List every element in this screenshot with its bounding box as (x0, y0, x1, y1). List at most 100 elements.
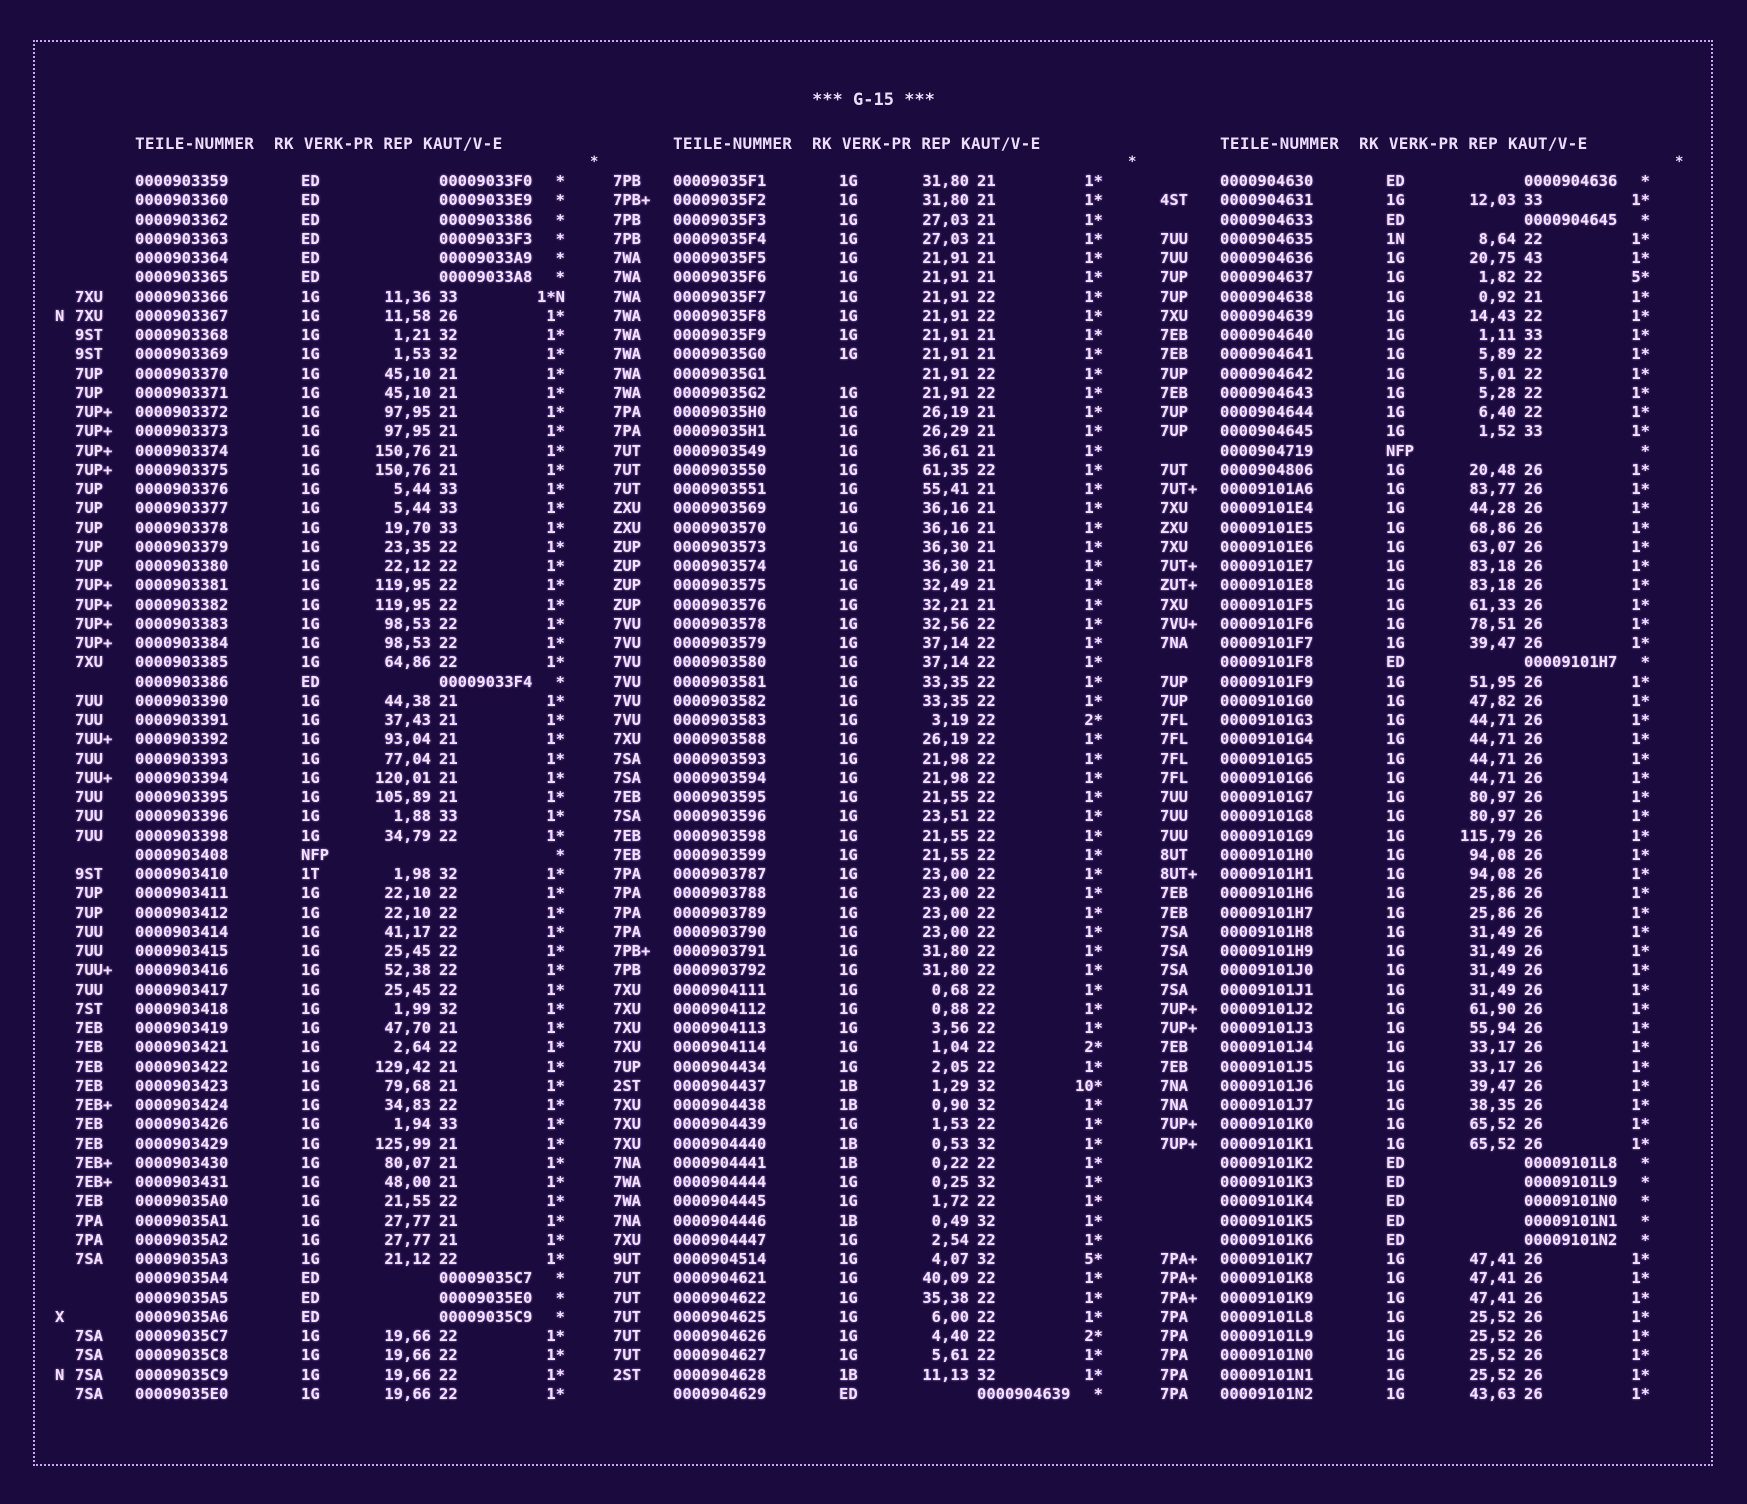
rk-code: 1G (1386, 287, 1405, 306)
rk-code: 1G (301, 1057, 320, 1076)
group-code: 7EB (75, 1134, 103, 1153)
rep-code: 22 (977, 614, 996, 633)
sale-price: 63,07 (1469, 537, 1516, 556)
sale-price: 120,01 (375, 768, 431, 787)
rep-code: 22 (439, 1365, 458, 1384)
rk-code: 1G (839, 1038, 858, 1057)
rk-code: ED (1386, 653, 1405, 672)
sale-price: 78,51 (1469, 614, 1516, 633)
group-code: 7FL (1160, 768, 1188, 787)
kaut-ve: 1* (1631, 749, 1650, 768)
rep-code: 22 (977, 364, 996, 383)
part-number: 00009035F1 (673, 172, 767, 190)
rk-code: 1G (1386, 1038, 1405, 1057)
kaut-ve: 1* (1084, 653, 1103, 672)
group-code: ZXU (1160, 518, 1188, 537)
part-number: 0000904111 (673, 980, 767, 999)
rk-code: 1G (301, 1192, 320, 1211)
part-number: 0000904639 (1220, 306, 1314, 325)
rep-code: 21 (977, 229, 996, 248)
sale-price: 32,49 (922, 576, 969, 595)
rep-code: 22 (977, 672, 996, 691)
group-code: 7VU (613, 634, 641, 652)
sale-price: 8,64 (1478, 229, 1516, 248)
part-number: 00009101F8 (1220, 653, 1314, 672)
sale-price: 80,97 (1469, 788, 1516, 806)
rep-code: 33 (1524, 326, 1543, 344)
part-number: 00009035F3 (673, 210, 767, 229)
rep-code: 21 (439, 788, 458, 806)
sale-price: 31,80 (922, 191, 969, 210)
kaut-ve: 1* (1631, 1096, 1650, 1114)
rep-code: 0000903386 (439, 210, 533, 229)
rk-code: 1G (1386, 364, 1405, 383)
sale-price: 119,95 (375, 576, 431, 595)
rk-code: 1G (301, 749, 320, 768)
rk-code: 1G (1386, 1096, 1405, 1114)
kaut-ve: * (555, 1288, 565, 1307)
kaut-ve: 1* (1631, 999, 1650, 1018)
rep-code: 00009101H7 (1524, 653, 1618, 672)
rep-code: 26 (1524, 845, 1543, 864)
group-code: 7UT (613, 1269, 641, 1288)
part-number: 0000903579 (673, 634, 767, 652)
rk-code: 1G (839, 229, 858, 248)
rk-code: ED (839, 1384, 858, 1403)
rk-code: 1G (301, 653, 320, 672)
rk-code: 1G (1386, 845, 1405, 864)
kaut-ve: * (1640, 1173, 1650, 1191)
group-code: 7XU (75, 306, 103, 325)
kaut-ve: 1* (546, 595, 565, 614)
rep-code: 26 (1524, 499, 1543, 518)
sale-price: 39,47 (1469, 1076, 1516, 1095)
part-number: 00009035E0 (135, 1384, 229, 1403)
rk-code: 1G (839, 980, 858, 999)
part-number: 0000903371 (135, 383, 229, 402)
sale-price: 5,28 (1478, 383, 1516, 402)
rep-code: 22 (1524, 268, 1543, 287)
part-number: 0000904440 (673, 1134, 767, 1153)
group-code: 7WA (613, 268, 641, 287)
kaut-ve: 1* (1084, 1019, 1103, 1037)
sale-price: 27,77 (384, 1230, 431, 1249)
sale-price: 21,55 (922, 845, 969, 864)
sale-price: 37,14 (922, 653, 969, 672)
rk-code: 1G (839, 614, 858, 633)
sale-price: 44,71 (1469, 730, 1516, 749)
part-number: 00009101L9 (1220, 1327, 1314, 1345)
rk-code: ED (301, 1269, 320, 1288)
part-number: 0000903375 (135, 460, 229, 479)
group-code: 7PB (613, 961, 641, 980)
rk-code: 1G (839, 942, 858, 960)
part-number: 0000904113 (673, 1019, 767, 1037)
rep-code: 33 (439, 1115, 458, 1134)
rep-code: 32 (439, 326, 458, 344)
rep-code: 26 (1524, 999, 1543, 1018)
kaut-ve: 1* (546, 1346, 565, 1365)
rk-code: 1G (301, 788, 320, 806)
group-code: 7PA (1160, 1346, 1188, 1365)
sale-price: 21,91 (922, 383, 969, 402)
rep-code: 22 (977, 287, 996, 306)
rk-code: 1G (839, 249, 858, 267)
kaut-ve: 1* (1631, 576, 1650, 595)
rep-code: 22 (439, 1250, 458, 1268)
group-code: 7UP+ (1160, 1019, 1198, 1037)
rep-code: 0000904645 (1524, 210, 1618, 229)
group-code: 7SA (613, 768, 641, 787)
rep-code: 26 (1524, 480, 1543, 498)
rep-code: 22 (439, 942, 458, 960)
sale-price: 12,03 (1469, 191, 1516, 210)
part-number: 00009101K4 (1220, 1192, 1314, 1211)
rk-code: 1G (301, 1365, 320, 1384)
group-code: 4ST (1160, 191, 1188, 210)
kaut-ve: 1* (1631, 730, 1650, 749)
rep-code: 22 (977, 1269, 996, 1288)
sale-price: 19,66 (384, 1327, 431, 1345)
group-code: 7SA (75, 1365, 103, 1384)
rep-code: 33 (439, 499, 458, 518)
kaut-ve: 1* (546, 749, 565, 768)
rk-code: 1G (1386, 268, 1405, 287)
sale-price: 21,91 (922, 268, 969, 287)
part-number: 0000903393 (135, 749, 229, 768)
